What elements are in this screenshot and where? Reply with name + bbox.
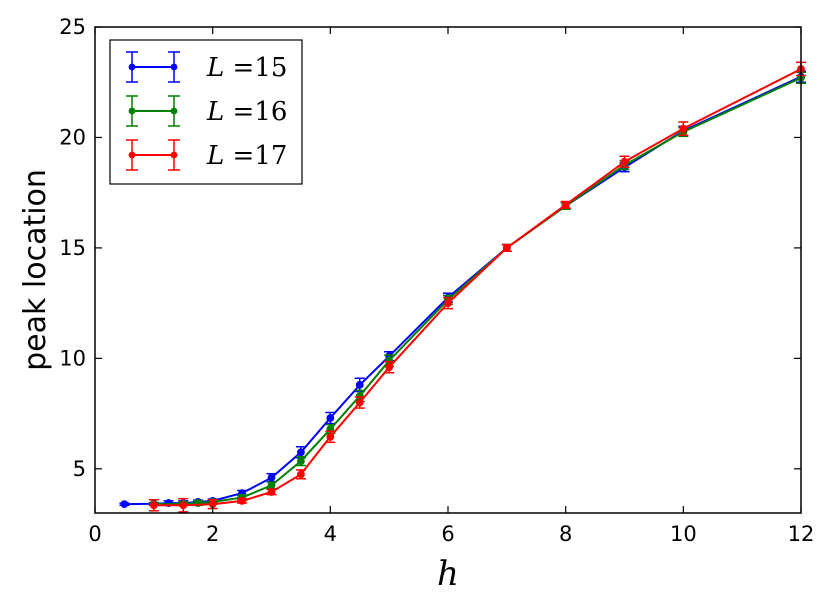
- data-point: [267, 481, 276, 490]
- legend-entry-1: L =15: [126, 51, 287, 83]
- axis-ticks: 0 2 4 6 8 10 12 5 10 15 20 25: [59, 15, 814, 546]
- data-point: [355, 398, 364, 407]
- series-3: [148, 61, 806, 513]
- data-point: [297, 470, 305, 479]
- series-layer: [119, 61, 806, 513]
- legend-label-value: =16: [224, 97, 287, 127]
- legend-label-value: =17: [224, 141, 287, 171]
- x-axis-label: h: [437, 554, 459, 594]
- legend-entries: L =15L =16L =17: [126, 51, 287, 171]
- legend-label-value: =15: [224, 53, 287, 83]
- legend-label-var: L: [206, 97, 224, 127]
- legend-marker: [170, 63, 178, 71]
- data-point: [561, 200, 570, 209]
- legend-label-var: L: [206, 141, 224, 171]
- data-point: [444, 299, 452, 308]
- data-point: [149, 501, 158, 510]
- data-point: [267, 473, 276, 482]
- legend-label: L =17: [206, 141, 287, 171]
- legend-label: L =16: [206, 97, 287, 127]
- data-point: [179, 501, 188, 510]
- x-tick-label: 6: [441, 522, 454, 546]
- legend-marker: [128, 107, 136, 115]
- legend-marker: [128, 63, 136, 71]
- y-axis-label: peak location: [18, 169, 53, 371]
- data-point: [297, 448, 305, 457]
- legend-entry-2: L =16: [126, 95, 287, 127]
- data-point: [326, 414, 335, 422]
- legend-marker: [128, 151, 136, 159]
- series-line: [153, 76, 802, 506]
- data-point: [297, 457, 305, 465]
- data-point: [267, 488, 276, 496]
- data-point: [355, 380, 364, 389]
- x-tick-label: 4: [324, 522, 337, 546]
- y-tick-label: 10: [59, 346, 86, 370]
- data-point: [679, 124, 688, 133]
- data-point: [326, 432, 335, 441]
- x-tick-label: 10: [670, 522, 697, 546]
- data-point: [620, 157, 629, 166]
- legend-label-var: L: [206, 53, 224, 83]
- legend: L =15L =16L =17: [109, 39, 303, 185]
- x-tick-label: 2: [206, 522, 219, 546]
- y-tick-label: 20: [59, 125, 86, 149]
- data-point: [385, 363, 394, 372]
- x-tick-label: 8: [559, 522, 572, 546]
- data-point: [120, 500, 129, 509]
- y-tick-label: 25: [59, 15, 86, 39]
- legend-marker: [170, 107, 178, 115]
- legend-label: L =15: [206, 53, 287, 83]
- legend-marker: [170, 151, 178, 159]
- data-point: [238, 496, 246, 505]
- x-tick-label: 0: [88, 522, 101, 546]
- x-tick-label: 12: [788, 522, 815, 546]
- y-tick-label: 15: [59, 236, 86, 260]
- y-tick-label: 5: [73, 457, 86, 481]
- legend-entry-3: L =17: [126, 139, 287, 171]
- data-point: [502, 244, 511, 252]
